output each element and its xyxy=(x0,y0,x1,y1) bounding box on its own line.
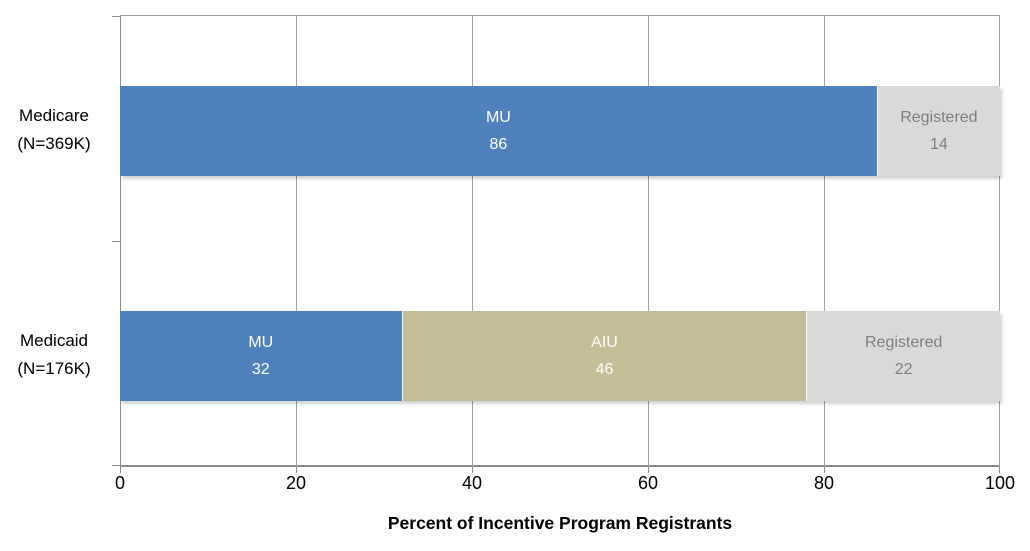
segment-name-label: MU xyxy=(485,109,511,126)
plot-area: MU 86 Registered 14 MU 32 AIU 46 Registered 22 xyxy=(112,15,1000,473)
segment-value-label: 14 xyxy=(929,136,948,153)
bar-row-medicare: MU 86 Registered 14 xyxy=(120,86,1000,176)
x-axis-line xyxy=(120,465,1000,467)
x-axis-tick-label: 20 xyxy=(285,473,307,493)
bar-segment-aiu: AIU 46 xyxy=(401,311,807,401)
y-axis-tick xyxy=(112,241,120,242)
category-label-medicaid: Medicaid (N=176K) xyxy=(0,327,108,383)
x-axis-tick xyxy=(120,467,121,473)
category-label-line2: (N=176K) xyxy=(17,359,91,378)
x-axis-tick-label: 80 xyxy=(813,473,835,493)
gridline xyxy=(648,16,649,466)
bar-segment-registered: Registered 22 xyxy=(806,311,1000,401)
y-axis-line xyxy=(120,16,121,466)
category-label-line1: Medicare xyxy=(19,106,89,125)
y-axis-tick xyxy=(112,465,120,466)
x-axis-tick-label: 60 xyxy=(637,473,659,493)
x-axis-tick-label: 100 xyxy=(984,473,1016,493)
y-axis-tick xyxy=(112,16,120,17)
x-axis-title: Percent of Incentive Program Registrants xyxy=(387,513,733,533)
gridline xyxy=(296,16,297,466)
category-label-medicare: Medicare (N=369K) xyxy=(0,102,108,158)
x-axis-tick xyxy=(648,467,649,473)
segment-name-label: Registered xyxy=(865,334,943,351)
bar-segment-mu: MU 86 xyxy=(120,86,877,176)
bar-segment-registered: Registered 14 xyxy=(876,86,1000,176)
segment-name-label: Registered xyxy=(900,109,978,126)
segment-value-label: 46 xyxy=(595,361,614,378)
bar-row-medicaid: MU 32 AIU 46 Registered 22 xyxy=(120,311,1000,401)
segment-name-label: MU xyxy=(248,334,274,351)
segment-value-label: 86 xyxy=(489,136,508,153)
x-axis-tick-label: 40 xyxy=(461,473,483,493)
x-axis-tick-label: 0 xyxy=(114,473,125,493)
gridline xyxy=(824,16,825,466)
category-label-line2: (N=369K) xyxy=(17,134,91,153)
gridline xyxy=(472,16,473,466)
bar-segment-mu: MU 32 xyxy=(120,311,402,401)
x-axis-tick xyxy=(824,467,825,473)
category-label-line1: Medicaid xyxy=(19,331,89,350)
segment-value-label: 22 xyxy=(894,361,913,378)
gridline xyxy=(999,16,1000,466)
x-axis-tick xyxy=(999,467,1000,473)
segment-value-label: 32 xyxy=(251,361,270,378)
x-axis-tick xyxy=(472,467,473,473)
segment-name-label: AIU xyxy=(591,334,618,351)
x-axis-tick xyxy=(296,467,297,473)
